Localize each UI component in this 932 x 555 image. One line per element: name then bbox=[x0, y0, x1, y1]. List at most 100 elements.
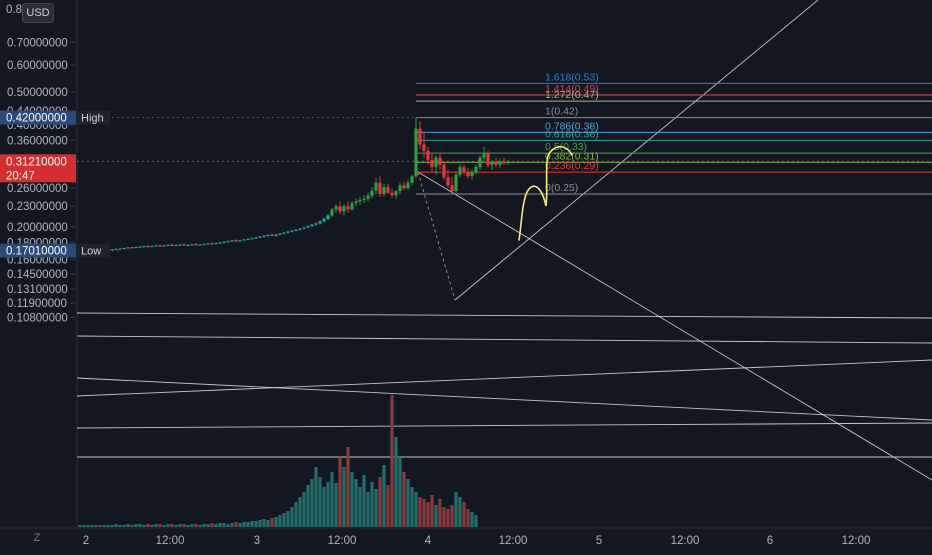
volume-bar bbox=[230, 523, 234, 527]
candle bbox=[230, 240, 234, 242]
volume-bar bbox=[298, 497, 302, 527]
volume-bar bbox=[106, 525, 110, 527]
volume-bar bbox=[426, 502, 430, 527]
candle bbox=[302, 227, 306, 229]
y-tick-label: 0.13100000 bbox=[7, 284, 68, 296]
volume-bar bbox=[398, 457, 402, 527]
volume-bar bbox=[310, 479, 314, 527]
candle bbox=[374, 182, 378, 191]
volume-bar bbox=[322, 487, 326, 527]
candle bbox=[118, 248, 122, 250]
candle bbox=[478, 157, 482, 168]
volume-bar bbox=[286, 511, 290, 527]
volume-bar bbox=[262, 519, 266, 527]
candle bbox=[482, 153, 486, 158]
volume-bar bbox=[250, 521, 254, 527]
candle bbox=[214, 243, 218, 245]
candle bbox=[490, 162, 494, 165]
candle bbox=[166, 244, 170, 246]
volume-bar bbox=[82, 525, 86, 527]
volume-bar bbox=[146, 524, 150, 527]
volume-bar bbox=[410, 487, 414, 527]
x-tick-label: 12:00 bbox=[671, 535, 700, 547]
last-price-badge bbox=[0, 154, 76, 183]
volume-bar bbox=[294, 502, 298, 527]
fib-label: 1.272(0.47) bbox=[545, 89, 599, 101]
volume-bar bbox=[142, 525, 146, 527]
candle bbox=[426, 150, 430, 160]
candle bbox=[218, 242, 222, 244]
volume-bar bbox=[370, 482, 374, 527]
candle bbox=[450, 185, 454, 192]
candle bbox=[134, 247, 138, 249]
candle bbox=[326, 215, 330, 219]
volume-bar bbox=[394, 437, 398, 527]
volume-bar bbox=[374, 489, 378, 527]
candle bbox=[286, 231, 290, 233]
auto-scale-button[interactable]: Z bbox=[33, 532, 41, 544]
volume-bar bbox=[462, 502, 466, 527]
volume-bar bbox=[418, 497, 422, 527]
volume-bar bbox=[446, 509, 450, 527]
y-tick-label: 0.11900000 bbox=[7, 298, 67, 310]
high-tag-label: High bbox=[81, 113, 104, 125]
candle bbox=[342, 206, 346, 212]
candle bbox=[386, 187, 390, 193]
candle bbox=[266, 234, 270, 236]
volume-bar bbox=[342, 467, 346, 527]
y-tick-label: 0.23000000 bbox=[7, 201, 68, 213]
fib-label: 0.382(0.31) bbox=[545, 150, 599, 162]
volume-bar bbox=[470, 512, 474, 527]
candle bbox=[162, 245, 166, 247]
candle bbox=[258, 236, 262, 238]
candle bbox=[358, 199, 362, 202]
trend-line bbox=[454, 0, 819, 301]
candle bbox=[278, 233, 282, 235]
volume-bar bbox=[214, 524, 218, 527]
volume-bar bbox=[382, 465, 386, 527]
volume-bar bbox=[338, 457, 342, 527]
candle bbox=[130, 247, 134, 249]
candle bbox=[270, 234, 274, 236]
x-tick-label: 12:00 bbox=[328, 535, 357, 547]
volume-bar bbox=[102, 525, 106, 527]
volume-bar bbox=[130, 525, 134, 527]
y-tick-label: 0.20000000 bbox=[7, 222, 68, 234]
volume-bar bbox=[226, 524, 230, 527]
y-tick-label: 0.26000000 bbox=[7, 183, 68, 195]
candle bbox=[306, 226, 310, 228]
volume-bar bbox=[98, 525, 102, 527]
volume-bar bbox=[402, 472, 406, 527]
trend-line bbox=[76, 359, 932, 397]
volume-bar bbox=[406, 479, 410, 527]
fib-connector bbox=[417, 171, 456, 301]
volume-bar bbox=[126, 524, 130, 527]
volume-bar bbox=[354, 479, 358, 527]
bar-countdown: 20:47 bbox=[6, 170, 35, 182]
candle bbox=[422, 144, 426, 151]
trend-line bbox=[76, 312, 932, 319]
volume-bar bbox=[314, 467, 318, 527]
currency-button[interactable]: USD bbox=[22, 3, 54, 23]
candle bbox=[442, 164, 446, 178]
candle bbox=[138, 246, 142, 248]
volume-bar bbox=[430, 495, 434, 527]
volume-bar bbox=[290, 507, 294, 527]
candle bbox=[454, 174, 458, 192]
candle bbox=[338, 206, 342, 212]
fib-label: 1.618(0.53) bbox=[545, 71, 599, 83]
x-tick-label: 6 bbox=[767, 535, 773, 547]
candle bbox=[390, 192, 394, 196]
x-tick-label: 3 bbox=[254, 535, 260, 547]
volume-bar bbox=[358, 487, 362, 527]
candle bbox=[114, 248, 118, 250]
candle bbox=[430, 159, 434, 168]
candle bbox=[414, 128, 418, 177]
volume-bar bbox=[442, 507, 446, 527]
candle bbox=[294, 229, 298, 231]
candle bbox=[226, 241, 230, 243]
volume-bar bbox=[318, 477, 322, 527]
candle bbox=[202, 244, 206, 246]
